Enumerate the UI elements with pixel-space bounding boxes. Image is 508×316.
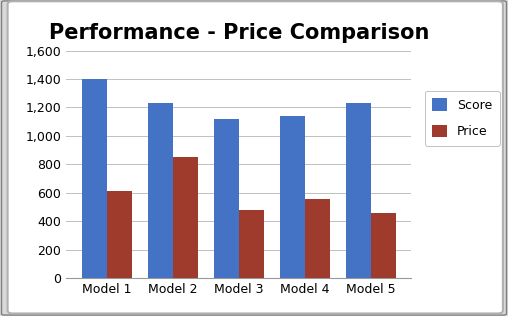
- Title: Performance - Price Comparison: Performance - Price Comparison: [49, 23, 429, 43]
- Legend: Score, Price: Score, Price: [425, 91, 500, 146]
- Bar: [214, 119, 239, 278]
- Bar: [280, 116, 305, 278]
- Bar: [345, 103, 371, 278]
- Bar: [173, 157, 198, 278]
- Bar: [148, 103, 173, 278]
- Bar: [371, 213, 396, 278]
- Bar: [305, 199, 330, 278]
- Bar: [82, 79, 107, 278]
- Bar: [107, 191, 132, 278]
- Bar: [239, 210, 264, 278]
